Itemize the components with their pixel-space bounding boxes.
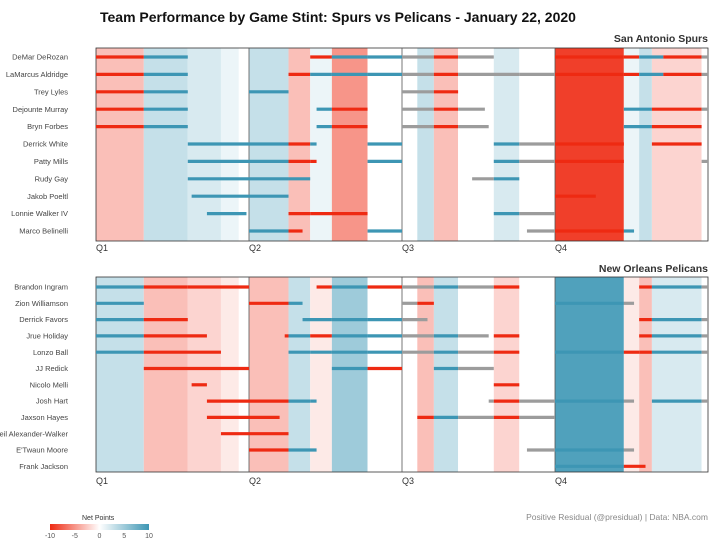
stint-background — [433, 277, 459, 472]
quarter-label: Q3 — [402, 476, 414, 486]
player-label: Lonzo Ball — [33, 348, 68, 357]
chart-title: Team Performance by Game Stint: Spurs vs… — [100, 9, 576, 25]
quarter-label: Q3 — [402, 243, 414, 253]
stint-background — [623, 48, 640, 241]
stint-background — [493, 277, 520, 472]
team-label: San Antonio Spurs — [614, 33, 708, 45]
stint-background — [96, 277, 144, 472]
stint-background — [433, 48, 459, 241]
player-label: Derrick White — [23, 140, 68, 149]
legend-title: Net Points — [82, 515, 115, 522]
stint-background — [639, 277, 652, 472]
player-label: Marco Belinelli — [19, 227, 68, 236]
stint-background — [417, 277, 434, 472]
player-label: DeMar DeRozan — [12, 53, 68, 62]
stint-background — [310, 48, 332, 241]
stint-background — [519, 277, 555, 472]
stint-background — [701, 48, 708, 241]
quarter-label: Q4 — [555, 243, 567, 253]
player-label: E'Twaun Moore — [16, 446, 68, 455]
stint-background — [402, 48, 418, 241]
team-label: New Orleans Pelicans — [599, 263, 708, 275]
stint-background — [143, 277, 188, 472]
player-label: Jaxson Hayes — [21, 413, 68, 422]
player-label: Jrue Holiday — [26, 332, 68, 341]
player-label: Nickeil Alexander-Walker — [0, 429, 68, 438]
stint-background — [555, 277, 624, 472]
stint-background — [238, 277, 249, 472]
chart-panels: Q1 Q2 Q3 Q4 San Antonio Spurs DeMar DeRozan La… — [0, 33, 709, 486]
player-label: Derrick Favors — [19, 315, 68, 324]
stint-background — [220, 277, 239, 472]
quarter-label: Q2 — [249, 476, 261, 486]
stint-background — [458, 277, 494, 472]
player-label: Dejounte Murray — [13, 105, 69, 114]
player-label: Lonnie Walker IV — [11, 209, 68, 218]
player-label: Bryn Forbes — [27, 122, 68, 131]
stint-background — [331, 277, 368, 472]
quarter-label: Q4 — [555, 476, 567, 486]
team-panel: Q1 Q2 Q3 Q4 San Antonio Spurs DeMar DeRozan La… — [6, 33, 709, 253]
stint-background — [249, 277, 289, 472]
stint-background — [331, 48, 368, 241]
legend-tick: -5 — [72, 533, 78, 540]
stint-background — [187, 277, 221, 472]
player-label: Trey Lyles — [34, 87, 68, 96]
legend-tick: 0 — [98, 533, 102, 540]
quarter-label: Q1 — [96, 243, 108, 253]
player-label: Patty Mills — [34, 157, 68, 166]
stint-background — [458, 48, 494, 241]
player-label: Brandon Ingram — [14, 283, 68, 292]
player-label: Nicolo Melli — [30, 380, 69, 389]
stint-background — [367, 277, 402, 472]
stint-background — [310, 277, 332, 472]
player-label: Zion Williamson — [15, 299, 68, 308]
player-label: Jakob Poeltl — [27, 192, 68, 201]
player-label: Rudy Gay — [35, 174, 69, 183]
stint-background — [417, 48, 434, 241]
player-label: LaMarcus Aldridge — [6, 70, 68, 79]
player-label: Frank Jackson — [19, 462, 68, 471]
legend: Net Points -10 -5 0 5 10 — [45, 515, 153, 540]
stint-background — [639, 48, 652, 241]
team-panel: Q1 Q2 Q3 Q4 New Orleans Pelicans Brandon Ingr… — [0, 263, 709, 486]
stint-background — [96, 48, 144, 241]
legend-tick: -10 — [45, 533, 55, 540]
stint-background — [701, 277, 708, 472]
player-label: JJ Redick — [35, 364, 68, 373]
stint-background — [651, 277, 702, 472]
quarter-label: Q2 — [249, 243, 261, 253]
player-label: Josh Hart — [36, 397, 69, 406]
legend-tick: 10 — [145, 533, 153, 540]
stint-background — [623, 277, 640, 472]
quarter-label: Q1 — [96, 476, 108, 486]
caption: Positive Residual (@presidual) | Data: N… — [526, 512, 708, 522]
stint-background — [288, 277, 311, 472]
legend-tick: 5 — [122, 533, 126, 540]
legend-gradient-bar — [50, 524, 149, 530]
stint-background — [143, 48, 188, 241]
stint-background — [402, 277, 418, 472]
